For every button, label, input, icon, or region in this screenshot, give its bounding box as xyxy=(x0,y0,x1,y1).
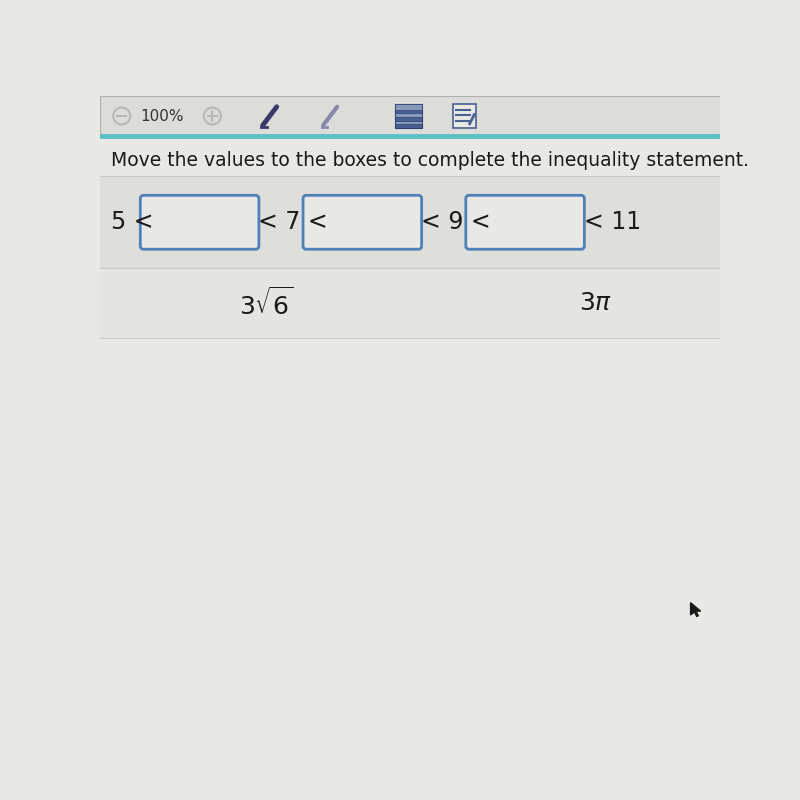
FancyBboxPatch shape xyxy=(140,195,259,250)
FancyBboxPatch shape xyxy=(303,195,422,250)
Text: < 11: < 11 xyxy=(584,210,642,234)
Bar xyxy=(394,113,422,117)
Bar xyxy=(394,121,422,125)
Bar xyxy=(453,104,476,128)
Text: Move the values to the boxes to complete the inequality statement.: Move the values to the boxes to complete… xyxy=(111,151,749,170)
FancyBboxPatch shape xyxy=(466,195,584,250)
Text: 5 <: 5 < xyxy=(111,210,154,234)
Text: 100%: 100% xyxy=(140,110,184,124)
Bar xyxy=(100,96,720,136)
Text: < 9 <: < 9 < xyxy=(421,210,490,234)
Polygon shape xyxy=(690,602,701,617)
Bar xyxy=(100,269,720,338)
Bar xyxy=(394,104,422,128)
Text: $3\pi$: $3\pi$ xyxy=(579,291,613,315)
Bar xyxy=(394,104,422,110)
Text: < 7 <: < 7 < xyxy=(258,210,328,234)
Bar xyxy=(100,176,720,269)
Text: $3\sqrt{6}$: $3\sqrt{6}$ xyxy=(239,287,294,319)
